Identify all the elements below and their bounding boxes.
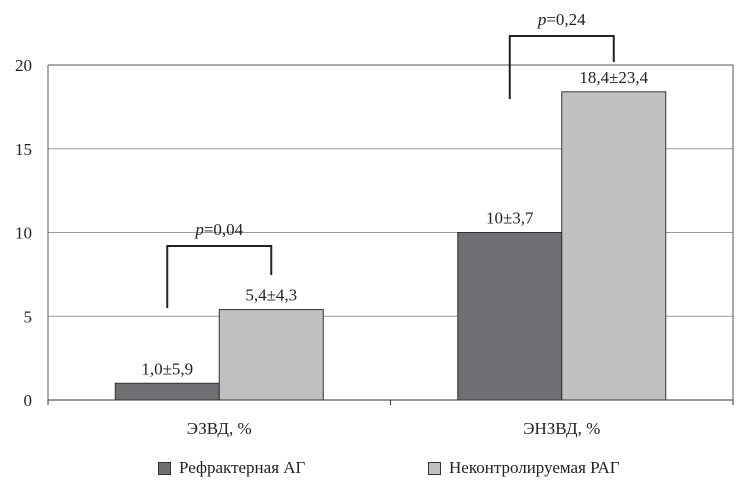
y-tick-label: 20 <box>15 56 32 75</box>
legend-swatch-refractory <box>158 461 171 475</box>
bar-chart: 0 5 10 15 20 1,0±5,9 5,4±4,3 ЭЗВД, % 10±3,7 18,4±… <box>15 10 734 438</box>
legend-swatch-uncontrolled <box>428 461 441 475</box>
x-tick-label: ЭЗВД, % <box>187 419 252 438</box>
legend-label-refractory: Рефрактерная АГ <box>179 458 306 477</box>
y-tick-label: 15 <box>15 140 32 159</box>
bar-value-label: 1,0±5,9 <box>141 359 193 378</box>
bar-value-label: 10±3,7 <box>486 209 534 228</box>
p-value-annotation: p=0,04 <box>194 220 243 239</box>
bar <box>114 382 220 401</box>
significance-bracket <box>166 245 273 308</box>
legend-item-uncontrolled: Неконтролируемая РАГ <box>428 458 620 478</box>
p-value-annotation: p=0,24 <box>537 10 586 29</box>
legend: Рефрактерная АГ Неконтролируемая РАГ <box>0 458 741 482</box>
bar <box>561 91 667 401</box>
bar-value-label: 5,4±4,3 <box>245 286 297 305</box>
bar <box>218 309 324 401</box>
y-tick-label: 0 <box>24 391 33 410</box>
legend-label-uncontrolled: Неконтролируемая РАГ <box>449 458 620 477</box>
bar-value-label: 18,4±23,4 <box>579 68 648 87</box>
bar <box>457 232 563 401</box>
y-tick-label: 5 <box>24 307 33 326</box>
y-tick-label: 10 <box>15 224 32 243</box>
x-tick-label: ЭНЗВД, % <box>523 419 600 438</box>
legend-item-refractory: Рефрактерная АГ <box>158 458 305 478</box>
significance-bracket <box>508 35 615 99</box>
